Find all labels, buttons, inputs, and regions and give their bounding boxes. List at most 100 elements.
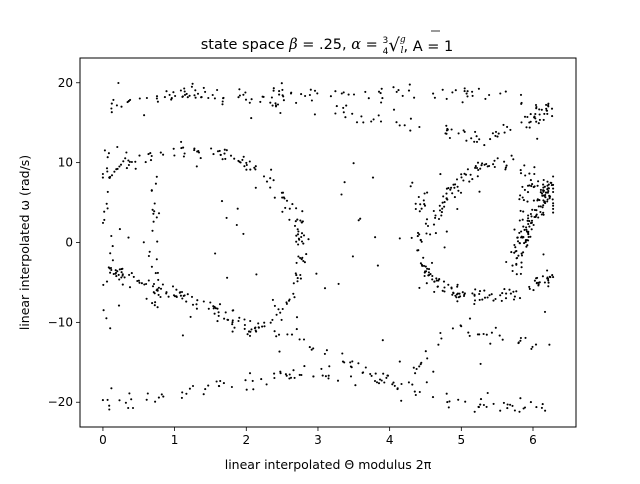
- scatter-point: [307, 238, 310, 241]
- scatter-point: [551, 274, 554, 277]
- scatter-point: [543, 310, 547, 313]
- scatter-point: [106, 156, 109, 159]
- scatter-point: [468, 317, 472, 320]
- scatter-point: [542, 194, 545, 197]
- scatter-point: [191, 82, 194, 85]
- scatter-point: [492, 402, 495, 405]
- scatter-point: [103, 218, 106, 221]
- scatter-point: [343, 361, 346, 364]
- scatter-point: [148, 250, 151, 253]
- scatter-point: [457, 189, 460, 192]
- scatter-point: [461, 291, 464, 294]
- scatter-point: [520, 230, 523, 233]
- scatter-point: [325, 349, 328, 352]
- scatter-point: [502, 123, 505, 126]
- scatter-point: [547, 281, 550, 284]
- scatter-point: [155, 258, 158, 261]
- title-beta-symbol: β: [288, 37, 297, 53]
- scatter-point: [474, 130, 477, 133]
- scatter-point: [523, 164, 526, 167]
- scatter-point: [441, 88, 444, 91]
- scatter-point: [182, 146, 185, 149]
- scatter-point: [110, 268, 113, 272]
- scatter-point: [110, 111, 113, 114]
- scatter-point: [506, 407, 509, 410]
- scatter-point: [542, 253, 545, 256]
- scatter-point: [316, 92, 319, 95]
- scatter-point: [231, 319, 234, 322]
- scatter-point: [279, 111, 282, 115]
- scatter-point: [108, 408, 111, 411]
- scatter-point: [505, 164, 508, 167]
- scatter-point: [172, 147, 175, 150]
- scatter-point: [456, 292, 459, 295]
- scatter-point: [254, 186, 257, 189]
- scatter-point: [359, 217, 362, 220]
- scatter-point: [542, 204, 545, 207]
- scatter-point: [254, 165, 257, 168]
- scatter-point: [188, 387, 191, 390]
- scatter-point: [535, 209, 538, 212]
- scatter-point: [479, 362, 482, 365]
- scatter-point: [181, 334, 184, 337]
- scatter-point: [212, 307, 215, 310]
- scatter-point: [509, 128, 512, 131]
- scatter-point: [154, 400, 157, 403]
- scatter-point: [341, 352, 344, 355]
- scatter-point: [546, 277, 549, 280]
- scatter-point: [489, 138, 492, 141]
- scatter-point: [512, 290, 515, 293]
- scatter-point: [115, 104, 118, 107]
- scatter-point: [546, 269, 549, 272]
- scatter-point: [182, 294, 185, 297]
- scatter-point: [272, 179, 275, 182]
- scatter-point: [231, 330, 234, 333]
- scatter-point: [302, 338, 306, 341]
- scatter-point: [255, 273, 258, 276]
- scatter-point: [342, 91, 345, 94]
- scatter-point: [488, 294, 491, 297]
- scatter-point: [172, 91, 175, 94]
- scatter-point: [510, 251, 513, 254]
- scatter-point: [518, 297, 522, 300]
- scatter-point: [511, 404, 514, 407]
- scatter-point: [426, 191, 429, 194]
- scatter-point: [194, 96, 197, 99]
- scatter-point: [295, 316, 299, 319]
- scatter-point: [476, 161, 480, 164]
- scatter-point: [551, 198, 554, 201]
- scatter-point: [446, 401, 449, 404]
- scatter-point: [519, 93, 523, 96]
- scatter-point: [254, 329, 257, 332]
- scatter-point: [343, 181, 346, 184]
- scatter-point: [134, 160, 137, 163]
- scatter-point: [243, 327, 246, 330]
- scatter-point: [448, 400, 451, 403]
- scatter-point: [535, 281, 539, 284]
- scatter-point: [376, 264, 379, 267]
- scatter-point: [413, 390, 416, 393]
- scatter-point: [528, 126, 531, 129]
- scatter-point: [499, 294, 502, 297]
- scatter-point: [504, 168, 507, 171]
- scatter-point: [270, 96, 273, 99]
- scatter-point: [103, 149, 106, 152]
- scatter-point: [299, 273, 302, 277]
- scatter-point: [120, 276, 123, 279]
- scatter-point: [468, 334, 471, 337]
- scatter-point: [128, 392, 131, 395]
- scatter-point: [414, 393, 417, 397]
- scatter-point: [202, 393, 205, 396]
- x-ticks: 0 1 2 3 4 5 6: [99, 427, 537, 447]
- scatter-point: [536, 137, 539, 140]
- scatter-point: [455, 178, 459, 181]
- scatter-point: [293, 376, 296, 379]
- scatter-point: [278, 93, 281, 96]
- scatter-point: [149, 152, 152, 155]
- scatter-point: [371, 176, 375, 179]
- scatter-point: [246, 333, 249, 336]
- scatter-point: [552, 175, 555, 178]
- scatter-point: [431, 396, 435, 399]
- scatter-point: [478, 298, 481, 301]
- scatter-point: [152, 291, 155, 294]
